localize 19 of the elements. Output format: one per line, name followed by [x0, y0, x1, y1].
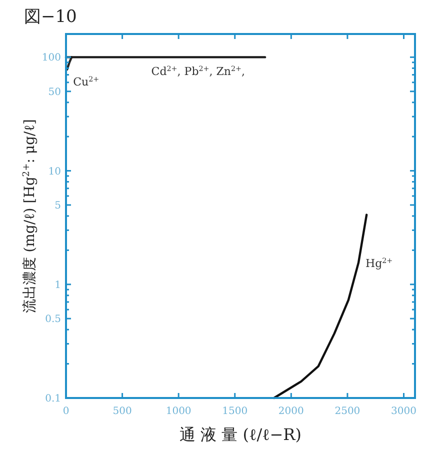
x-tick-label: 1500 [222, 406, 248, 417]
x-tick-label: 500 [112, 406, 132, 417]
y-tick-label: 5 [54, 200, 61, 212]
y-tick-label: 50 [48, 86, 61, 98]
y-tick-label: 0.5 [45, 314, 61, 326]
y-tick-label: 10 [48, 166, 61, 178]
series-label: Cd$^{2+}$, Pb$^{2+}$, Zn$^{2+}$, [151, 64, 246, 78]
y-tick-label: 1 [54, 280, 61, 291]
series-label: Hg$^{2+}$ [365, 255, 393, 270]
x-axis-title: 通 液 量 (ℓ/ℓ−R) [180, 425, 302, 444]
x-tick-label: 2000 [278, 406, 304, 417]
chart-title: 図−10 [24, 7, 77, 27]
x-tick-label: 1000 [166, 406, 192, 417]
y-tick-label: 100 [42, 52, 61, 64]
series-label: Cu$^{2+}$ [73, 74, 100, 88]
x-tick-label: 2500 [334, 406, 360, 417]
y-tick-label: 0.1 [45, 394, 61, 404]
x-tick-label: 0 [62, 406, 70, 417]
x-tick-label: 3000 [391, 406, 416, 417]
